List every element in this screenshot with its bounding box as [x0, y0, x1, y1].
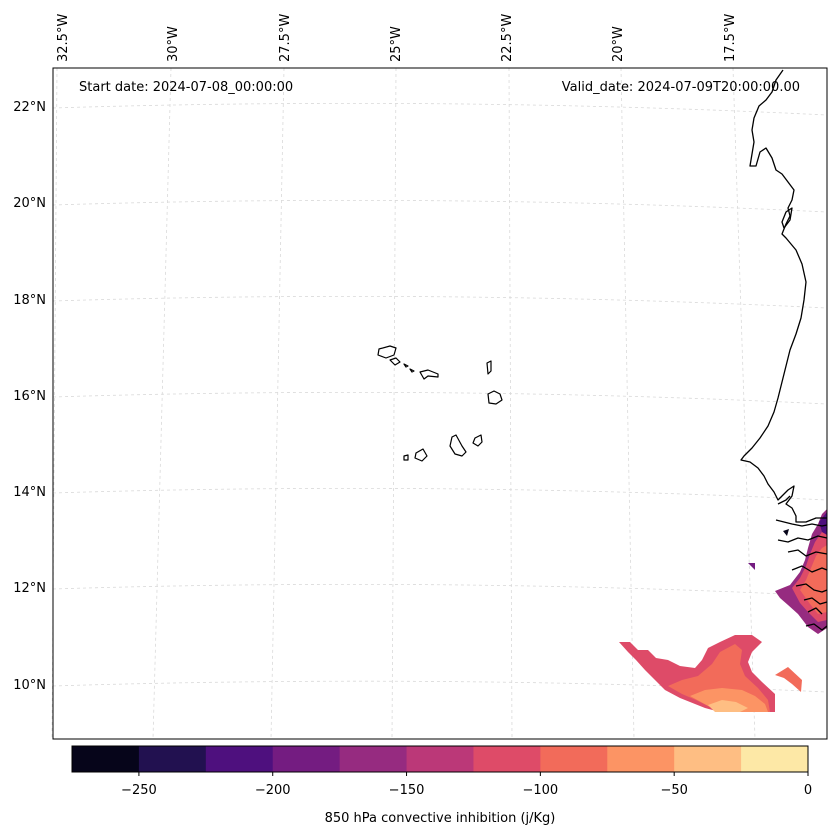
colorbar-segment	[674, 746, 742, 772]
colorbar-tick-label: −100	[523, 783, 559, 798]
cin-region-speck	[748, 563, 755, 570]
colorbar-label: 850 hPa convective inhibition (j/Kg)	[325, 811, 556, 826]
cin-region-speck2	[783, 529, 789, 536]
cin-region-offshore-core	[708, 700, 748, 712]
colorbar-segments	[72, 746, 809, 772]
lat-label: 18°N	[13, 293, 46, 308]
lat-label: 10°N	[13, 678, 46, 693]
colorbar-frame	[71, 745, 809, 773]
lat-label: 16°N	[13, 389, 46, 404]
colorbar-tick-label: −200	[255, 783, 291, 798]
cin-region-small	[775, 667, 802, 692]
colorbar-tick-label: −50	[660, 783, 687, 798]
lat-label: 20°N	[13, 196, 46, 211]
start-date-label: Start date: 2024-07-08_00:00:00	[79, 80, 293, 95]
colorbar-tick-label: −250	[121, 783, 157, 798]
colorbar-segment	[607, 746, 675, 772]
lon-label: 32.5°W	[56, 14, 71, 62]
cin-contours	[619, 509, 827, 712]
lon-label: 22.5°W	[500, 14, 515, 62]
cabo-verde-islands	[377, 345, 503, 462]
lon-label: 27.5°W	[278, 14, 293, 62]
lon-label: 20°W	[611, 26, 626, 62]
colorbar-tick-label: 0	[804, 783, 812, 798]
latitude-labels: 22°N 20°N 18°N 16°N 14°N 12°N 10°N	[13, 100, 46, 693]
lat-label: 12°N	[13, 581, 46, 596]
colorbar-segment	[540, 746, 608, 772]
colorbar-segment	[72, 746, 140, 772]
longitude-labels: 32.5°W 30°W 27.5°W 25°W 22.5°W 20°W 17.5…	[56, 14, 738, 62]
map-frame	[52, 67, 828, 740]
colorbar-segment	[473, 746, 541, 772]
colorbar-ticks	[138, 772, 809, 776]
colorbar-segment	[205, 746, 274, 772]
colorbar-segment	[406, 746, 474, 772]
lat-label: 22°N	[13, 100, 46, 115]
colorbar-tick-label: −150	[389, 783, 425, 798]
lon-label: 30°W	[166, 26, 181, 62]
colorbar-segment	[138, 746, 207, 772]
colorbar-segment	[741, 746, 809, 772]
colorbar: −250 −200 −150 −100 −50 0 850 hPa convec…	[71, 745, 812, 826]
lon-label: 17.5°W	[723, 14, 738, 62]
valid-date-label: Valid_date: 2024-07-09T20:00:00.00	[562, 80, 800, 95]
gridlines	[51, 67, 828, 740]
cin-region-coast-inner	[800, 545, 827, 614]
colorbar-segment	[272, 746, 341, 772]
map-area	[53, 68, 827, 739]
lon-label: 25°W	[389, 26, 404, 62]
coastline	[740, 69, 828, 631]
lat-label: 14°N	[13, 485, 46, 500]
colorbar-segment	[339, 746, 408, 772]
africa-coastline	[740, 69, 827, 523]
